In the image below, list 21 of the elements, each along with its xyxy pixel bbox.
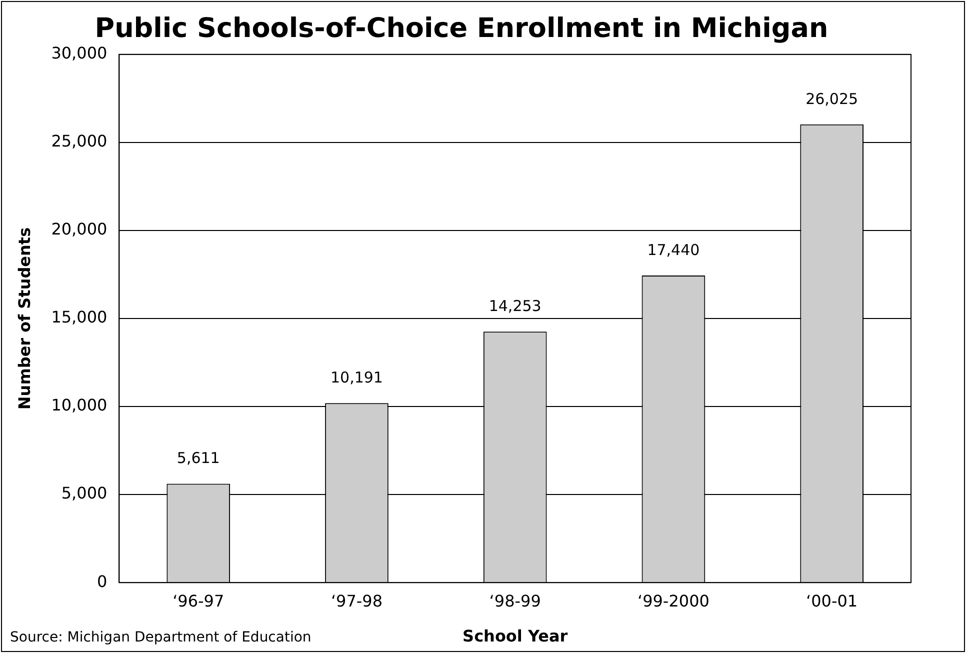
x-tick-label: ‘98-99	[489, 591, 541, 610]
x-tick-label: ‘96-97	[172, 591, 224, 610]
y-tick-label: 25,000	[51, 132, 108, 151]
y-tick-label: 5,000	[61, 484, 108, 503]
data-label: 14,253	[488, 297, 542, 316]
x-tick-label: ‘99-2000	[637, 591, 710, 610]
x-tick-label: ‘97-98	[330, 591, 383, 610]
source-note: Source: Michigan Department of Education	[10, 630, 312, 646]
x-axis-title: School Year	[462, 626, 568, 646]
data-label: 17,440	[647, 240, 700, 259]
data-label: 26,025	[806, 90, 858, 108]
y-tick-label: 0	[96, 572, 108, 591]
y-tick-label: 10,000	[51, 396, 108, 415]
y-axis-title: Number of Students	[14, 227, 34, 410]
y-tick-label: 15,000	[51, 308, 108, 327]
x-tick-label: ‘00-01	[806, 591, 858, 610]
data-label: 5,611	[176, 449, 220, 468]
y-tick-label: 30,000	[51, 44, 108, 63]
data-label: 10,191	[330, 368, 383, 387]
y-tick-label: 20,000	[51, 220, 108, 239]
chart-title: Public Schools-of-Choice Enrollment in Michigan	[94, 13, 828, 44]
